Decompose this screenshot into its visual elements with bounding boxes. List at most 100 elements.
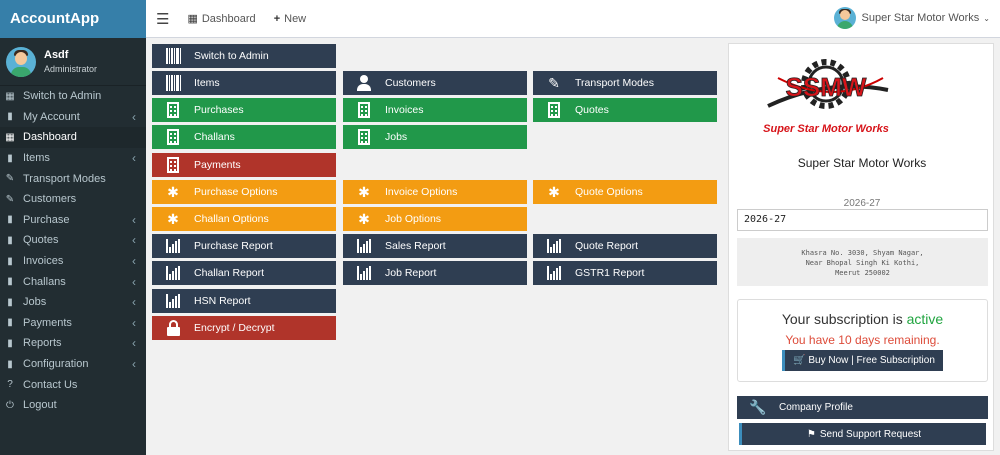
tile-label: Payments [194,159,241,171]
tile-job-report[interactable]: Job Report [343,261,527,285]
tile-items[interactable]: Items [152,71,336,95]
send-support-request-button[interactable]: ⚑ Send Support Request [739,423,986,445]
sidebar-item-my-account[interactable]: ▮ My Account ‹ [0,107,146,128]
financial-year-select[interactable]: 2026-27 [737,209,988,231]
sidebar-item-label: Invoices [23,255,64,268]
building-icon [358,102,370,118]
logo-wordmark: SSMW [786,72,867,102]
grid-icon: ▦ [5,131,15,143]
chevron-left-icon: ‹ [132,212,136,227]
sidebar-item-label: Quotes [23,234,59,247]
hamburger-menu-icon[interactable]: ☰ [156,10,170,28]
tile-challan-options[interactable]: ✱ Challan Options [152,207,336,231]
sidebar-item-transport-modes[interactable]: ✎ Transport Modes [0,168,146,189]
sidebar-item-dashboard[interactable]: ▦ Dashboard [0,127,146,148]
nav-dashboard-link[interactable]: ▦ Dashboard [187,12,255,26]
sidebar-item-label: Purchase [23,213,70,226]
tile-purchase-report[interactable]: Purchase Report [152,234,336,258]
logo-subtitle: Super Star Motor Works [763,123,889,135]
user-role: Administrator [44,64,98,74]
nav-new-link[interactable]: + New [274,13,306,25]
company-logo: SSMW Super Star Motor Works [738,48,988,136]
sidebar-item-configuration[interactable]: ▮ Configuration ‹ [0,354,146,375]
chevron-left-icon: ‹ [132,274,136,289]
tile-purchase-options[interactable]: ✱ Purchase Options [152,180,336,204]
edit-icon: ✎ [5,173,15,185]
tile-quote-report[interactable]: Quote Report [533,234,717,258]
wrench-icon: 🔧 [749,399,767,415]
asterisk-icon: ✱ [358,183,370,200]
sidebar-item-items[interactable]: ▮ Items ‹ [0,148,146,169]
tile-label: GSTR1 Report [575,267,645,279]
bar-chart-icon [547,266,561,280]
tile-payments[interactable]: Payments [152,153,336,177]
building-icon [358,129,370,145]
user-avatar-small [833,7,856,29]
company-user-dropdown[interactable]: Super Star Motor Works ⌄ [833,7,990,29]
tile-job-options[interactable]: ✱ Job Options [343,207,527,231]
chevron-left-icon: ‹ [132,315,136,330]
company-profile-button[interactable]: 🔧 Company Profile [737,396,988,419]
tile-transport-modes[interactable]: ✎ Transport Modes [533,71,717,95]
sidebar-item-quotes[interactable]: ▮ Quotes ‹ [0,230,146,251]
tile-customers[interactable]: Customers [343,71,527,95]
sidebar-item-label: Switch to Admin [23,90,102,103]
tile-jobs[interactable]: Jobs [343,125,527,149]
subscription-status-line: Your subscription is active [738,311,987,327]
sidebar-item-label: Customers [23,193,77,206]
bar-chart-icon [357,266,371,280]
tile-label: Challan Report [194,267,265,279]
tile-challan-report[interactable]: Challan Report [152,261,336,285]
tile-sales-report[interactable]: Sales Report [343,234,527,258]
sidebar-menu: ▦ Switch to Admin ▮ My Account ‹ ▦ Dashboard ▮ I… [0,86,146,416]
tile-invoice-options[interactable]: ✱ Invoice Options [343,180,527,204]
sidebar-item-logout[interactable]: ⏻ Logout [0,395,146,416]
app-brand[interactable]: AccountApp [0,0,146,38]
user-avatar [6,46,36,77]
company-name: Super Star Motor Works [797,156,927,170]
tile-quote-options[interactable]: ✱ Quote Options [533,180,717,204]
building-icon [167,129,179,145]
tile-challans[interactable]: Challans [152,125,336,149]
user-panel: Asdf Administrator [0,38,146,86]
tile-label: Customers [385,77,436,89]
sidebar-item-payments[interactable]: ▮ Payments ‹ [0,313,146,334]
tile-hsn-report[interactable]: HSN Report [152,289,336,313]
tile-quotes[interactable]: Quotes [533,98,717,122]
cart-icon: 🛒 [793,355,806,366]
tile-label: Encrypt / Decrypt [194,322,275,334]
sidebar-item-jobs[interactable]: ▮ Jobs ‹ [0,292,146,313]
tile-label: Jobs [385,131,408,143]
sidebar-item-customers[interactable]: ✎ Customers [0,189,146,210]
chevron-left-icon: ‹ [132,357,136,372]
sidebar-item-contact-us[interactable]: ? Contact Us [0,374,146,395]
tile-switch-to-admin[interactable]: Switch to Admin [152,44,336,68]
bar-chart-icon [547,239,561,253]
sidebar-item-switch-to-admin[interactable]: ▦ Switch to Admin [0,86,146,107]
sidebar-item-invoices[interactable]: ▮ Invoices ‹ [0,251,146,272]
subscription-box: Your subscription is active You have 10 … [737,299,988,382]
bar-chart-icon [357,239,371,253]
tile-label: HSN Report [194,295,251,307]
sidebar-item-label: Reports [23,337,62,350]
buy-now-button[interactable]: 🛒 Buy Now | Free Subscription [782,350,943,371]
top-navbar: ☰ ▦ Dashboard + New Super Star Motor Works… [146,0,1000,38]
edit-icon: ✎ [548,74,560,91]
tile-label: Quotes [575,104,609,116]
sidebar-item-label: Jobs [23,296,47,309]
sidebar-item-purchase[interactable]: ▮ Purchase ‹ [0,210,146,231]
bookmark-icon: ▮ [7,296,13,308]
tile-gstr1-report[interactable]: GSTR1 Report [533,261,717,285]
tile-label: Purchases [194,104,244,116]
sidebar-item-reports[interactable]: ▮ Reports ‹ [0,333,146,354]
tile-invoices[interactable]: Invoices [343,98,527,122]
company-profile-label: Company Profile [779,402,853,413]
chevron-down-icon: ⌄ [983,13,990,23]
financial-year-label: 2026-27 [843,198,881,209]
bookmark-icon: ▮ [7,214,13,226]
chevron-left-icon: ‹ [132,295,136,310]
bookmark-icon: ▮ [7,276,13,288]
sidebar-item-challans[interactable]: ▮ Challans ‹ [0,271,146,292]
tile-purchases[interactable]: Purchases [152,98,336,122]
tile-encrypt-decrypt[interactable]: Encrypt / Decrypt [152,316,336,340]
